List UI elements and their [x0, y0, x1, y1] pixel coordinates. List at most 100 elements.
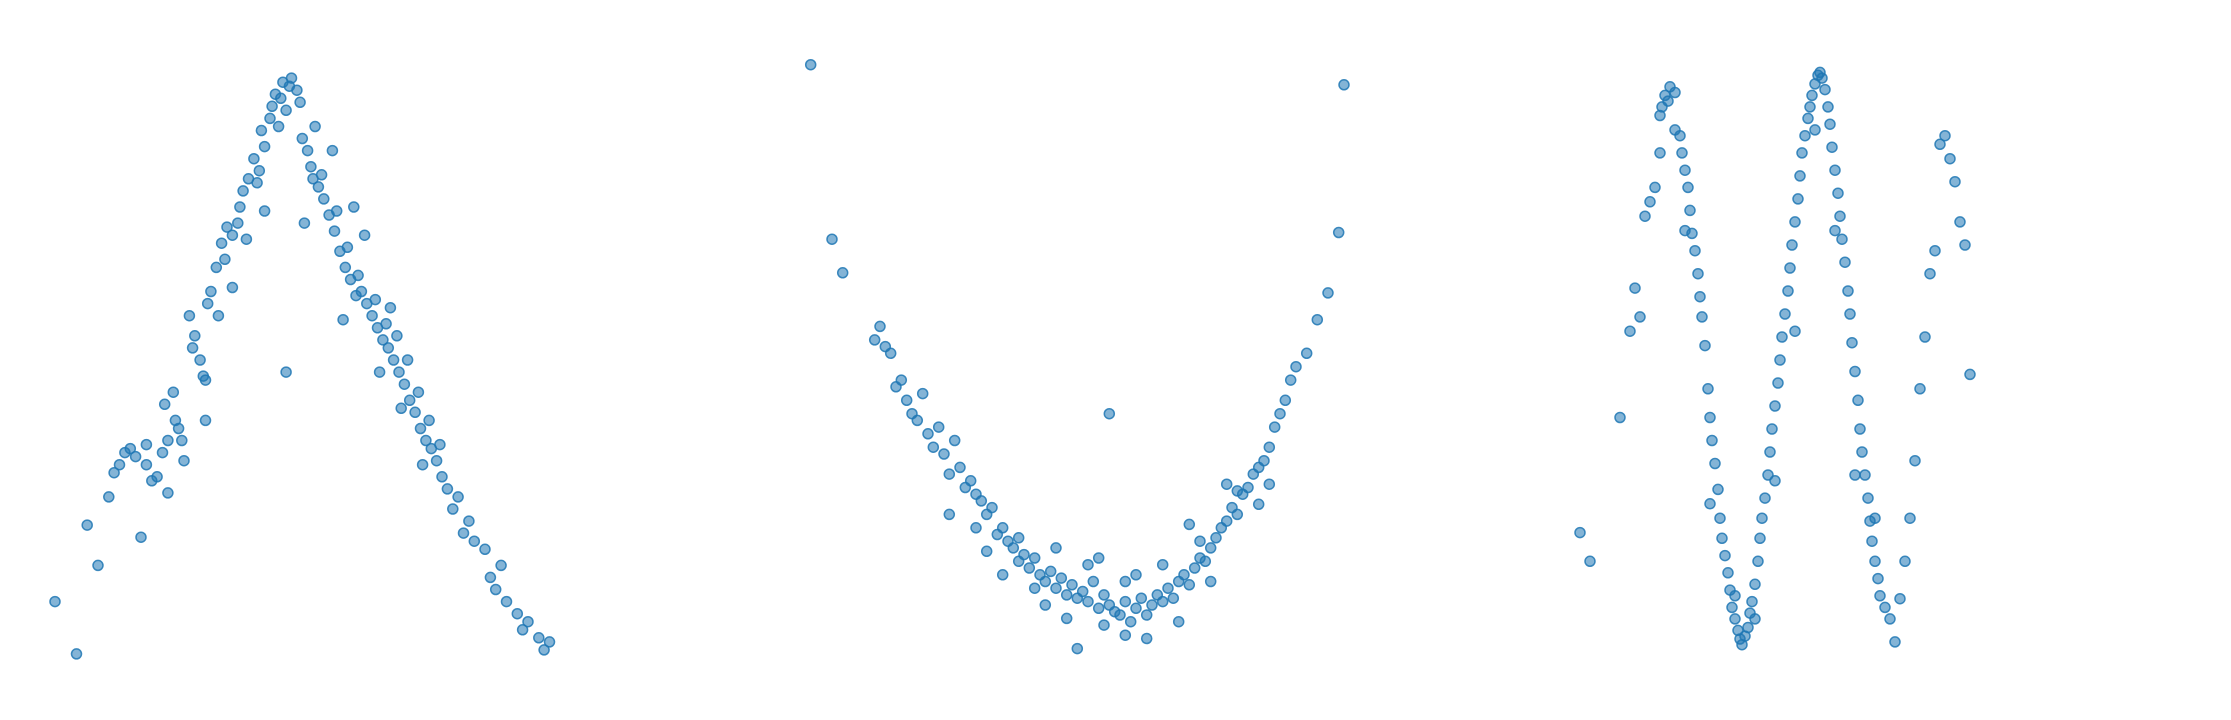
scatter-point	[1832, 187, 1844, 199]
scatter-point	[1050, 582, 1062, 594]
scatter-point	[543, 636, 556, 648]
scatter-point	[296, 132, 309, 145]
scatter-point	[1135, 592, 1148, 604]
scatter-point	[1869, 512, 1881, 524]
scatter-point	[215, 237, 228, 249]
scatter-point	[479, 543, 491, 556]
scatter-point	[1884, 613, 1896, 625]
scatter-point	[1092, 602, 1105, 615]
scatter-point	[309, 120, 321, 133]
scatter-point	[1183, 518, 1196, 531]
scatter-point	[1119, 595, 1132, 608]
scatter-point	[1954, 216, 1966, 228]
scatter-point	[511, 607, 524, 620]
scatter-point	[1722, 567, 1734, 579]
scatter-point	[1023, 562, 1036, 574]
scatter-point	[1204, 542, 1217, 554]
scatter-point	[1872, 572, 1884, 585]
scatter-point	[1172, 615, 1185, 628]
scatter-point	[1839, 256, 1851, 268]
scatter-point	[975, 495, 988, 507]
scatter-point	[380, 318, 392, 330]
scatter-point	[1338, 79, 1350, 91]
scatter-point	[1574, 526, 1586, 539]
scatter-point	[1103, 407, 1116, 420]
scatter-point	[189, 330, 201, 342]
scatter-point	[1869, 555, 1881, 568]
scatter-point	[373, 366, 386, 378]
scatter-point	[1210, 532, 1222, 544]
scatter-point	[398, 378, 411, 390]
scatter-point	[1194, 535, 1206, 547]
scatter-point	[234, 201, 246, 213]
scatter-point	[922, 428, 934, 440]
scatter-point	[1769, 475, 1781, 487]
scatter-point	[280, 366, 292, 378]
scatter-point	[1862, 492, 1874, 504]
scatter-point	[1119, 629, 1132, 641]
scatter-point	[1188, 562, 1201, 574]
scatter-point	[135, 531, 147, 543]
scatter-point	[298, 217, 311, 229]
scatter-point	[1879, 601, 1891, 614]
scatter-point	[420, 434, 432, 447]
scatter-point	[948, 434, 961, 447]
scatter-point	[826, 233, 838, 245]
scatter-point	[178, 454, 190, 467]
scatter-point	[1749, 613, 1761, 625]
scatter-point	[1789, 216, 1801, 228]
scatter-point	[1060, 589, 1073, 601]
scatter-point	[1682, 181, 1694, 194]
scatter-point	[1712, 483, 1724, 496]
scatter-point	[1614, 411, 1626, 424]
scatter-point	[868, 334, 881, 346]
scatter-point	[1834, 210, 1846, 222]
scatter-point	[1822, 101, 1834, 113]
scatter-point	[205, 285, 217, 298]
scatter-point	[1220, 515, 1233, 527]
scatter-point	[1929, 244, 1941, 257]
scatter-point	[1714, 512, 1726, 524]
scatter-point	[1654, 147, 1666, 159]
scatter-point	[436, 471, 448, 483]
scatter-point	[1092, 552, 1105, 564]
scatter-panel-1	[49, 72, 556, 660]
scatter-point	[393, 366, 405, 378]
scatter-point	[1274, 407, 1286, 420]
scatter-point	[1944, 152, 1956, 165]
scatter-point	[1268, 421, 1281, 433]
scatter-point	[1140, 632, 1153, 645]
scatter-point	[1836, 233, 1848, 245]
scatter-point	[1909, 454, 1921, 467]
scatter-point	[1279, 394, 1292, 407]
scatter-point	[341, 241, 354, 254]
scatter-point	[1044, 565, 1057, 578]
scatter-point	[1119, 575, 1132, 588]
scatter-point	[1156, 595, 1169, 608]
scatter-point	[124, 442, 137, 455]
scatter-point	[162, 434, 174, 447]
scatter-point	[326, 144, 339, 157]
scatter-point	[167, 386, 180, 398]
scatter-point	[1290, 360, 1302, 373]
scatter-point	[151, 471, 163, 483]
scatter-point	[258, 140, 271, 153]
scatter-point	[1178, 569, 1190, 581]
scatter-point	[1662, 95, 1674, 107]
scatter-point	[369, 293, 382, 306]
scatter-point	[1066, 579, 1078, 591]
scatter-point	[226, 281, 239, 294]
scatter-panel-2	[804, 58, 1350, 655]
scatter-point	[162, 487, 174, 499]
scatter-point	[500, 595, 513, 608]
scatter-point	[49, 595, 61, 608]
scatter-point	[538, 644, 550, 656]
scatter-point	[1924, 267, 1936, 280]
scatter-point	[1146, 599, 1158, 611]
scatter-point	[226, 229, 239, 241]
scatter-point	[1776, 331, 1788, 343]
scatter-point	[804, 58, 817, 71]
scatter-point	[403, 394, 416, 407]
scatter-point	[943, 468, 956, 480]
